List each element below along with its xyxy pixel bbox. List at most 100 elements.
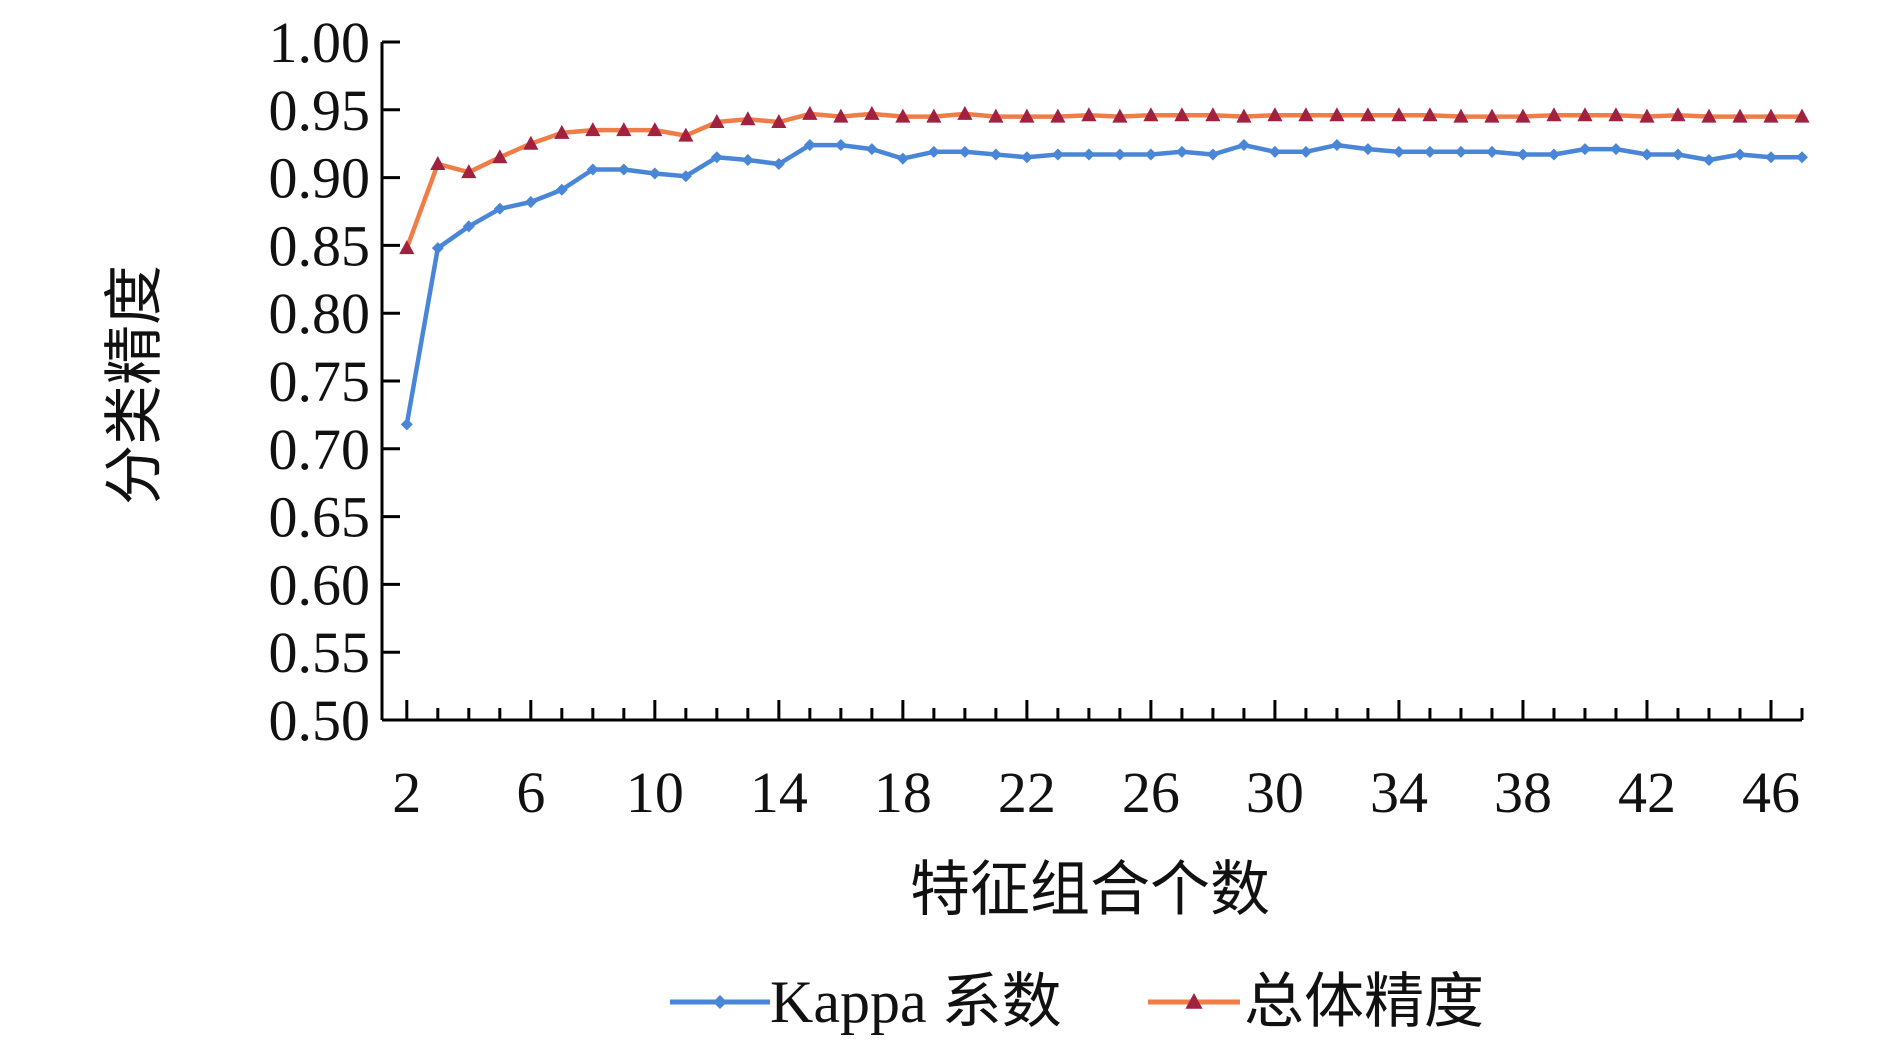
data-point bbox=[1608, 107, 1624, 122]
data-point bbox=[958, 145, 971, 158]
legend-item-0: Kappa 系数 bbox=[670, 969, 1062, 1035]
data-point bbox=[555, 183, 568, 196]
x-axis-title: 特征组合个数 bbox=[910, 857, 1270, 923]
data-point bbox=[1298, 107, 1314, 122]
data-point bbox=[1299, 145, 1312, 158]
data-point bbox=[617, 163, 630, 176]
legend-swatch-marker bbox=[713, 995, 727, 1009]
data-point bbox=[1020, 151, 1033, 164]
data-point bbox=[1733, 148, 1746, 161]
data-point bbox=[1330, 139, 1343, 152]
data-point bbox=[1732, 108, 1748, 123]
data-point bbox=[1205, 107, 1221, 122]
data-point bbox=[1640, 148, 1653, 161]
data-point bbox=[1763, 108, 1779, 123]
data-point bbox=[1485, 145, 1498, 158]
data-point bbox=[957, 105, 973, 120]
data-point bbox=[1144, 148, 1157, 161]
data-point bbox=[833, 108, 849, 123]
data-point bbox=[1112, 108, 1128, 123]
data-point bbox=[1639, 108, 1655, 123]
data-point bbox=[492, 149, 508, 164]
y-tick-label: 0.80 bbox=[269, 281, 371, 346]
data-point bbox=[1237, 139, 1250, 152]
data-point bbox=[864, 105, 880, 120]
y-tick-label: 0.95 bbox=[269, 78, 371, 143]
y-tick-label: 1.00 bbox=[269, 10, 371, 75]
data-point bbox=[1050, 108, 1066, 123]
y-tick-label: 0.50 bbox=[269, 688, 371, 753]
data-point bbox=[1423, 145, 1436, 158]
data-point bbox=[1609, 143, 1622, 156]
x-tick-label: 46 bbox=[1742, 760, 1800, 825]
y-tick-label: 0.65 bbox=[269, 485, 371, 550]
y-tick-label: 0.55 bbox=[269, 620, 371, 685]
data-point bbox=[1453, 108, 1469, 123]
data-point bbox=[1484, 108, 1500, 123]
legend-swatch-marker bbox=[1185, 993, 1203, 1009]
data-point bbox=[1081, 107, 1097, 122]
x-tick-label: 6 bbox=[516, 760, 545, 825]
data-point bbox=[493, 202, 506, 215]
data-point bbox=[1670, 107, 1686, 122]
y-tick-label: 0.70 bbox=[269, 417, 371, 482]
data-point bbox=[616, 122, 632, 137]
data-point bbox=[741, 153, 754, 166]
data-point bbox=[1329, 107, 1345, 122]
data-point bbox=[895, 108, 911, 123]
data-point bbox=[461, 164, 477, 179]
data-point bbox=[1019, 108, 1035, 123]
x-tick-label: 18 bbox=[874, 760, 932, 825]
data-point bbox=[1796, 151, 1808, 164]
data-point bbox=[740, 111, 756, 126]
data-point bbox=[896, 152, 909, 165]
data-point bbox=[927, 145, 940, 158]
data-point bbox=[679, 170, 692, 183]
y-axis-title: 分类精度 bbox=[102, 265, 168, 505]
x-axis-ticks: 2 6 10 14 18 22 26 30 34 38 42 46 bbox=[392, 700, 1804, 825]
x-tick-label: 34 bbox=[1370, 760, 1428, 825]
data-point bbox=[1206, 148, 1219, 161]
series-0 bbox=[400, 139, 1808, 431]
y-axis-ticks: 0.500.550.600.650.700.750.800.850.900.95… bbox=[269, 10, 400, 753]
data-point bbox=[586, 163, 599, 176]
y-tick-label: 0.90 bbox=[269, 146, 371, 211]
data-point bbox=[400, 418, 413, 431]
data-point bbox=[1515, 108, 1531, 123]
data-point bbox=[709, 114, 725, 129]
data-point bbox=[988, 108, 1004, 123]
data-point bbox=[803, 139, 816, 152]
x-tick-label: 10 bbox=[626, 760, 684, 825]
data-point bbox=[1546, 107, 1562, 122]
data-point bbox=[1547, 148, 1560, 161]
data-point bbox=[554, 124, 570, 139]
data-point bbox=[989, 148, 1002, 161]
data-point bbox=[1516, 148, 1529, 161]
data-point bbox=[1454, 145, 1467, 158]
data-point bbox=[1174, 107, 1190, 122]
data-point bbox=[1113, 148, 1126, 161]
legend-item-1: 总体精度 bbox=[1148, 969, 1484, 1035]
data-point bbox=[1578, 143, 1591, 156]
data-point bbox=[1577, 107, 1593, 122]
data-point bbox=[678, 127, 694, 142]
data-point bbox=[1794, 108, 1810, 123]
data-point bbox=[772, 158, 785, 171]
data-point bbox=[430, 156, 446, 171]
data-point bbox=[710, 151, 723, 164]
data-point bbox=[771, 114, 787, 129]
data-point bbox=[647, 122, 663, 137]
series-line bbox=[404, 111, 1802, 249]
data-point bbox=[926, 108, 942, 123]
data-point bbox=[1082, 148, 1095, 161]
series-line bbox=[404, 142, 1802, 425]
x-tick-label: 42 bbox=[1618, 760, 1676, 825]
x-tick-label: 38 bbox=[1494, 760, 1552, 825]
data-point bbox=[1422, 107, 1438, 122]
x-tick-label: 26 bbox=[1122, 760, 1180, 825]
x-tick-label: 30 bbox=[1246, 760, 1304, 825]
data-point bbox=[865, 143, 878, 156]
data-point bbox=[1267, 107, 1283, 122]
axes bbox=[380, 42, 1802, 722]
data-point bbox=[1268, 145, 1281, 158]
